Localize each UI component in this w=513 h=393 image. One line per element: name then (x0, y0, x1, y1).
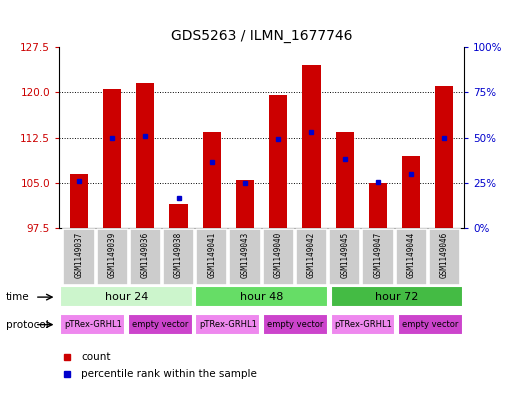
FancyBboxPatch shape (196, 228, 227, 285)
Text: pTRex-GRHL1: pTRex-GRHL1 (334, 320, 392, 329)
FancyBboxPatch shape (61, 286, 193, 307)
Text: GSM1149038: GSM1149038 (174, 232, 183, 278)
Text: protocol: protocol (6, 320, 49, 330)
Text: pTRex-GRHL1: pTRex-GRHL1 (64, 320, 122, 329)
Text: GSM1149045: GSM1149045 (340, 232, 349, 278)
Text: GSM1149044: GSM1149044 (407, 232, 416, 278)
Text: percentile rank within the sample: percentile rank within the sample (81, 369, 257, 379)
Text: GSM1149046: GSM1149046 (440, 232, 449, 278)
Bar (402, 156, 420, 228)
FancyBboxPatch shape (396, 228, 427, 285)
Bar (435, 86, 453, 228)
Text: GSM1149043: GSM1149043 (241, 232, 249, 278)
FancyBboxPatch shape (195, 314, 260, 335)
Text: GSM1149039: GSM1149039 (108, 232, 116, 278)
FancyBboxPatch shape (130, 228, 161, 285)
Text: GSM1149040: GSM1149040 (274, 232, 283, 278)
Text: GSM1149041: GSM1149041 (207, 232, 216, 278)
Text: GSM1149037: GSM1149037 (74, 232, 84, 278)
Text: empty vector: empty vector (267, 320, 324, 329)
FancyBboxPatch shape (330, 286, 463, 307)
FancyBboxPatch shape (263, 314, 328, 335)
Text: GSM1149042: GSM1149042 (307, 232, 316, 278)
Text: GSM1149036: GSM1149036 (141, 232, 150, 278)
FancyBboxPatch shape (398, 314, 463, 335)
FancyBboxPatch shape (296, 228, 327, 285)
FancyBboxPatch shape (362, 228, 393, 285)
Text: empty vector: empty vector (132, 320, 188, 329)
Bar (203, 132, 221, 228)
FancyBboxPatch shape (128, 314, 193, 335)
FancyBboxPatch shape (163, 228, 194, 285)
FancyBboxPatch shape (61, 314, 125, 335)
Text: count: count (81, 352, 111, 362)
FancyBboxPatch shape (329, 228, 360, 285)
FancyBboxPatch shape (229, 228, 261, 285)
Text: time: time (6, 292, 30, 302)
Bar (369, 183, 387, 228)
Title: GDS5263 / ILMN_1677746: GDS5263 / ILMN_1677746 (171, 29, 352, 43)
Bar (136, 83, 154, 228)
Bar (70, 174, 88, 228)
FancyBboxPatch shape (429, 228, 460, 285)
Bar (336, 132, 354, 228)
Text: hour 24: hour 24 (105, 292, 148, 302)
Text: hour 48: hour 48 (240, 292, 283, 302)
Bar (269, 95, 287, 228)
Bar (302, 65, 321, 228)
Text: pTRex-GRHL1: pTRex-GRHL1 (199, 320, 257, 329)
Text: GSM1149047: GSM1149047 (373, 232, 382, 278)
Bar (103, 89, 121, 228)
FancyBboxPatch shape (96, 228, 128, 285)
FancyBboxPatch shape (63, 228, 94, 285)
Text: empty vector: empty vector (402, 320, 459, 329)
FancyBboxPatch shape (330, 314, 396, 335)
Bar (236, 180, 254, 228)
Bar (169, 204, 188, 228)
FancyBboxPatch shape (263, 228, 294, 285)
Text: hour 72: hour 72 (375, 292, 419, 302)
FancyBboxPatch shape (195, 286, 328, 307)
